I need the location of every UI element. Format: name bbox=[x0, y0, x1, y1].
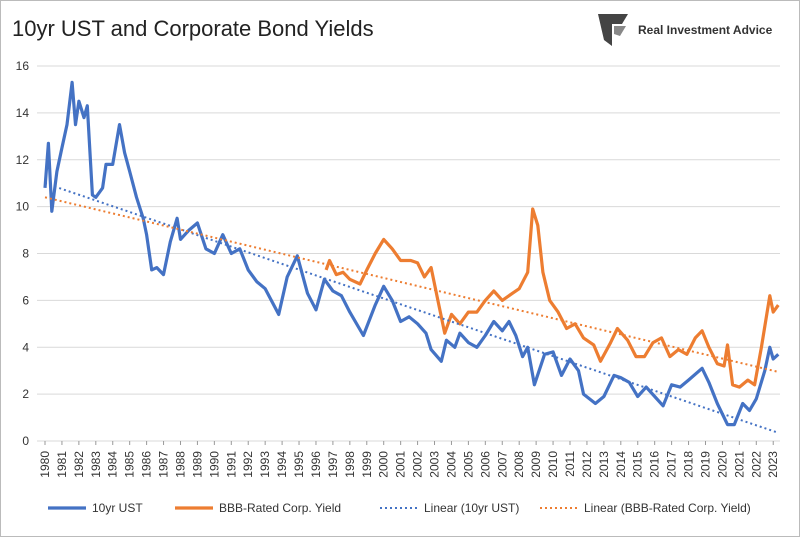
y-tick-label: 16 bbox=[16, 59, 30, 73]
x-tick-label: 1995 bbox=[292, 451, 306, 478]
x-tick-label: 1989 bbox=[190, 451, 204, 478]
y-tick-label: 12 bbox=[16, 153, 30, 167]
x-tick-label: 1996 bbox=[309, 451, 323, 478]
x-tick-label: 2006 bbox=[478, 451, 492, 478]
x-tick-label: 1999 bbox=[360, 451, 374, 478]
x-tick-label: 1984 bbox=[106, 451, 120, 478]
y-tick-label: 2 bbox=[22, 387, 29, 401]
x-tick-label: 1985 bbox=[123, 451, 137, 478]
x-tick-label: 1980 bbox=[38, 451, 52, 478]
x-tick-label: 2002 bbox=[411, 451, 425, 478]
x-tick-label: 2004 bbox=[444, 451, 458, 478]
x-tick-label: 2009 bbox=[529, 451, 543, 478]
y-tick-label: 4 bbox=[22, 340, 29, 354]
x-tick-label: 2017 bbox=[665, 451, 679, 478]
x-tick-label: 2014 bbox=[614, 451, 628, 478]
x-tick-label: 2013 bbox=[597, 451, 611, 478]
y-tick-label: 0 bbox=[22, 434, 29, 448]
x-tick-label: 1987 bbox=[157, 451, 171, 478]
x-tick-label: 1997 bbox=[326, 451, 340, 478]
x-tick-label: 1994 bbox=[275, 451, 289, 478]
x-tick-label: 2001 bbox=[394, 451, 408, 478]
series-line bbox=[44, 182, 779, 434]
x-tick-label: 2020 bbox=[715, 451, 729, 478]
y-tick-label: 8 bbox=[22, 247, 29, 261]
series-line bbox=[44, 196, 779, 373]
series-line bbox=[43, 80, 780, 427]
x-tick-label: 2003 bbox=[428, 451, 442, 478]
x-tick-label: 2011 bbox=[563, 451, 577, 477]
x-tick-label: 1986 bbox=[140, 451, 154, 478]
x-tick-label: 2010 bbox=[546, 451, 560, 478]
legend-label: Linear (10yr UST) bbox=[424, 501, 519, 515]
logo-icon bbox=[598, 14, 628, 46]
chart-title: 10yr UST and Corporate Bond Yields bbox=[12, 16, 374, 41]
x-tick-label: 1998 bbox=[343, 451, 357, 478]
x-tick-label: 1982 bbox=[72, 451, 86, 478]
x-tick-label: 1983 bbox=[89, 451, 103, 478]
logo bbox=[598, 14, 628, 46]
x-tick-label: 2007 bbox=[495, 451, 509, 478]
x-tick-label: 2015 bbox=[631, 451, 645, 478]
x-tick-label: 2000 bbox=[377, 451, 391, 478]
x-tick-label: 1988 bbox=[173, 451, 187, 478]
y-tick-label: 10 bbox=[16, 200, 30, 214]
x-tick-label: 1992 bbox=[241, 451, 255, 478]
brand: Real Investment Advice bbox=[638, 23, 773, 37]
x-tick-label: 2008 bbox=[512, 451, 526, 478]
x-tick-label: 1990 bbox=[207, 451, 221, 478]
x-tick-label: 2023 bbox=[766, 451, 780, 478]
legend-label: BBB-Rated Corp. Yield bbox=[219, 501, 341, 515]
y-tick-label: 14 bbox=[16, 106, 30, 120]
x-tick-label: 1981 bbox=[55, 451, 69, 478]
x-tick-label: 2005 bbox=[461, 451, 475, 478]
series-line bbox=[324, 207, 780, 389]
x-tick-label: 2022 bbox=[749, 451, 763, 478]
legend-label: Linear (BBB-Rated Corp. Yield) bbox=[584, 501, 751, 515]
legend-label: 10yr UST bbox=[92, 501, 143, 515]
x-tick-label: 2019 bbox=[698, 451, 712, 478]
y-tick-label: 6 bbox=[22, 293, 29, 307]
x-tick-label: 2016 bbox=[648, 451, 662, 478]
x-tick-label: 2018 bbox=[682, 451, 696, 478]
x-tick-label: 1991 bbox=[224, 451, 238, 478]
x-tick-label: 2021 bbox=[732, 451, 746, 478]
x-tick-label: 1993 bbox=[258, 451, 272, 478]
x-tick-label: 2012 bbox=[580, 451, 594, 478]
logo-icon bbox=[614, 26, 626, 36]
